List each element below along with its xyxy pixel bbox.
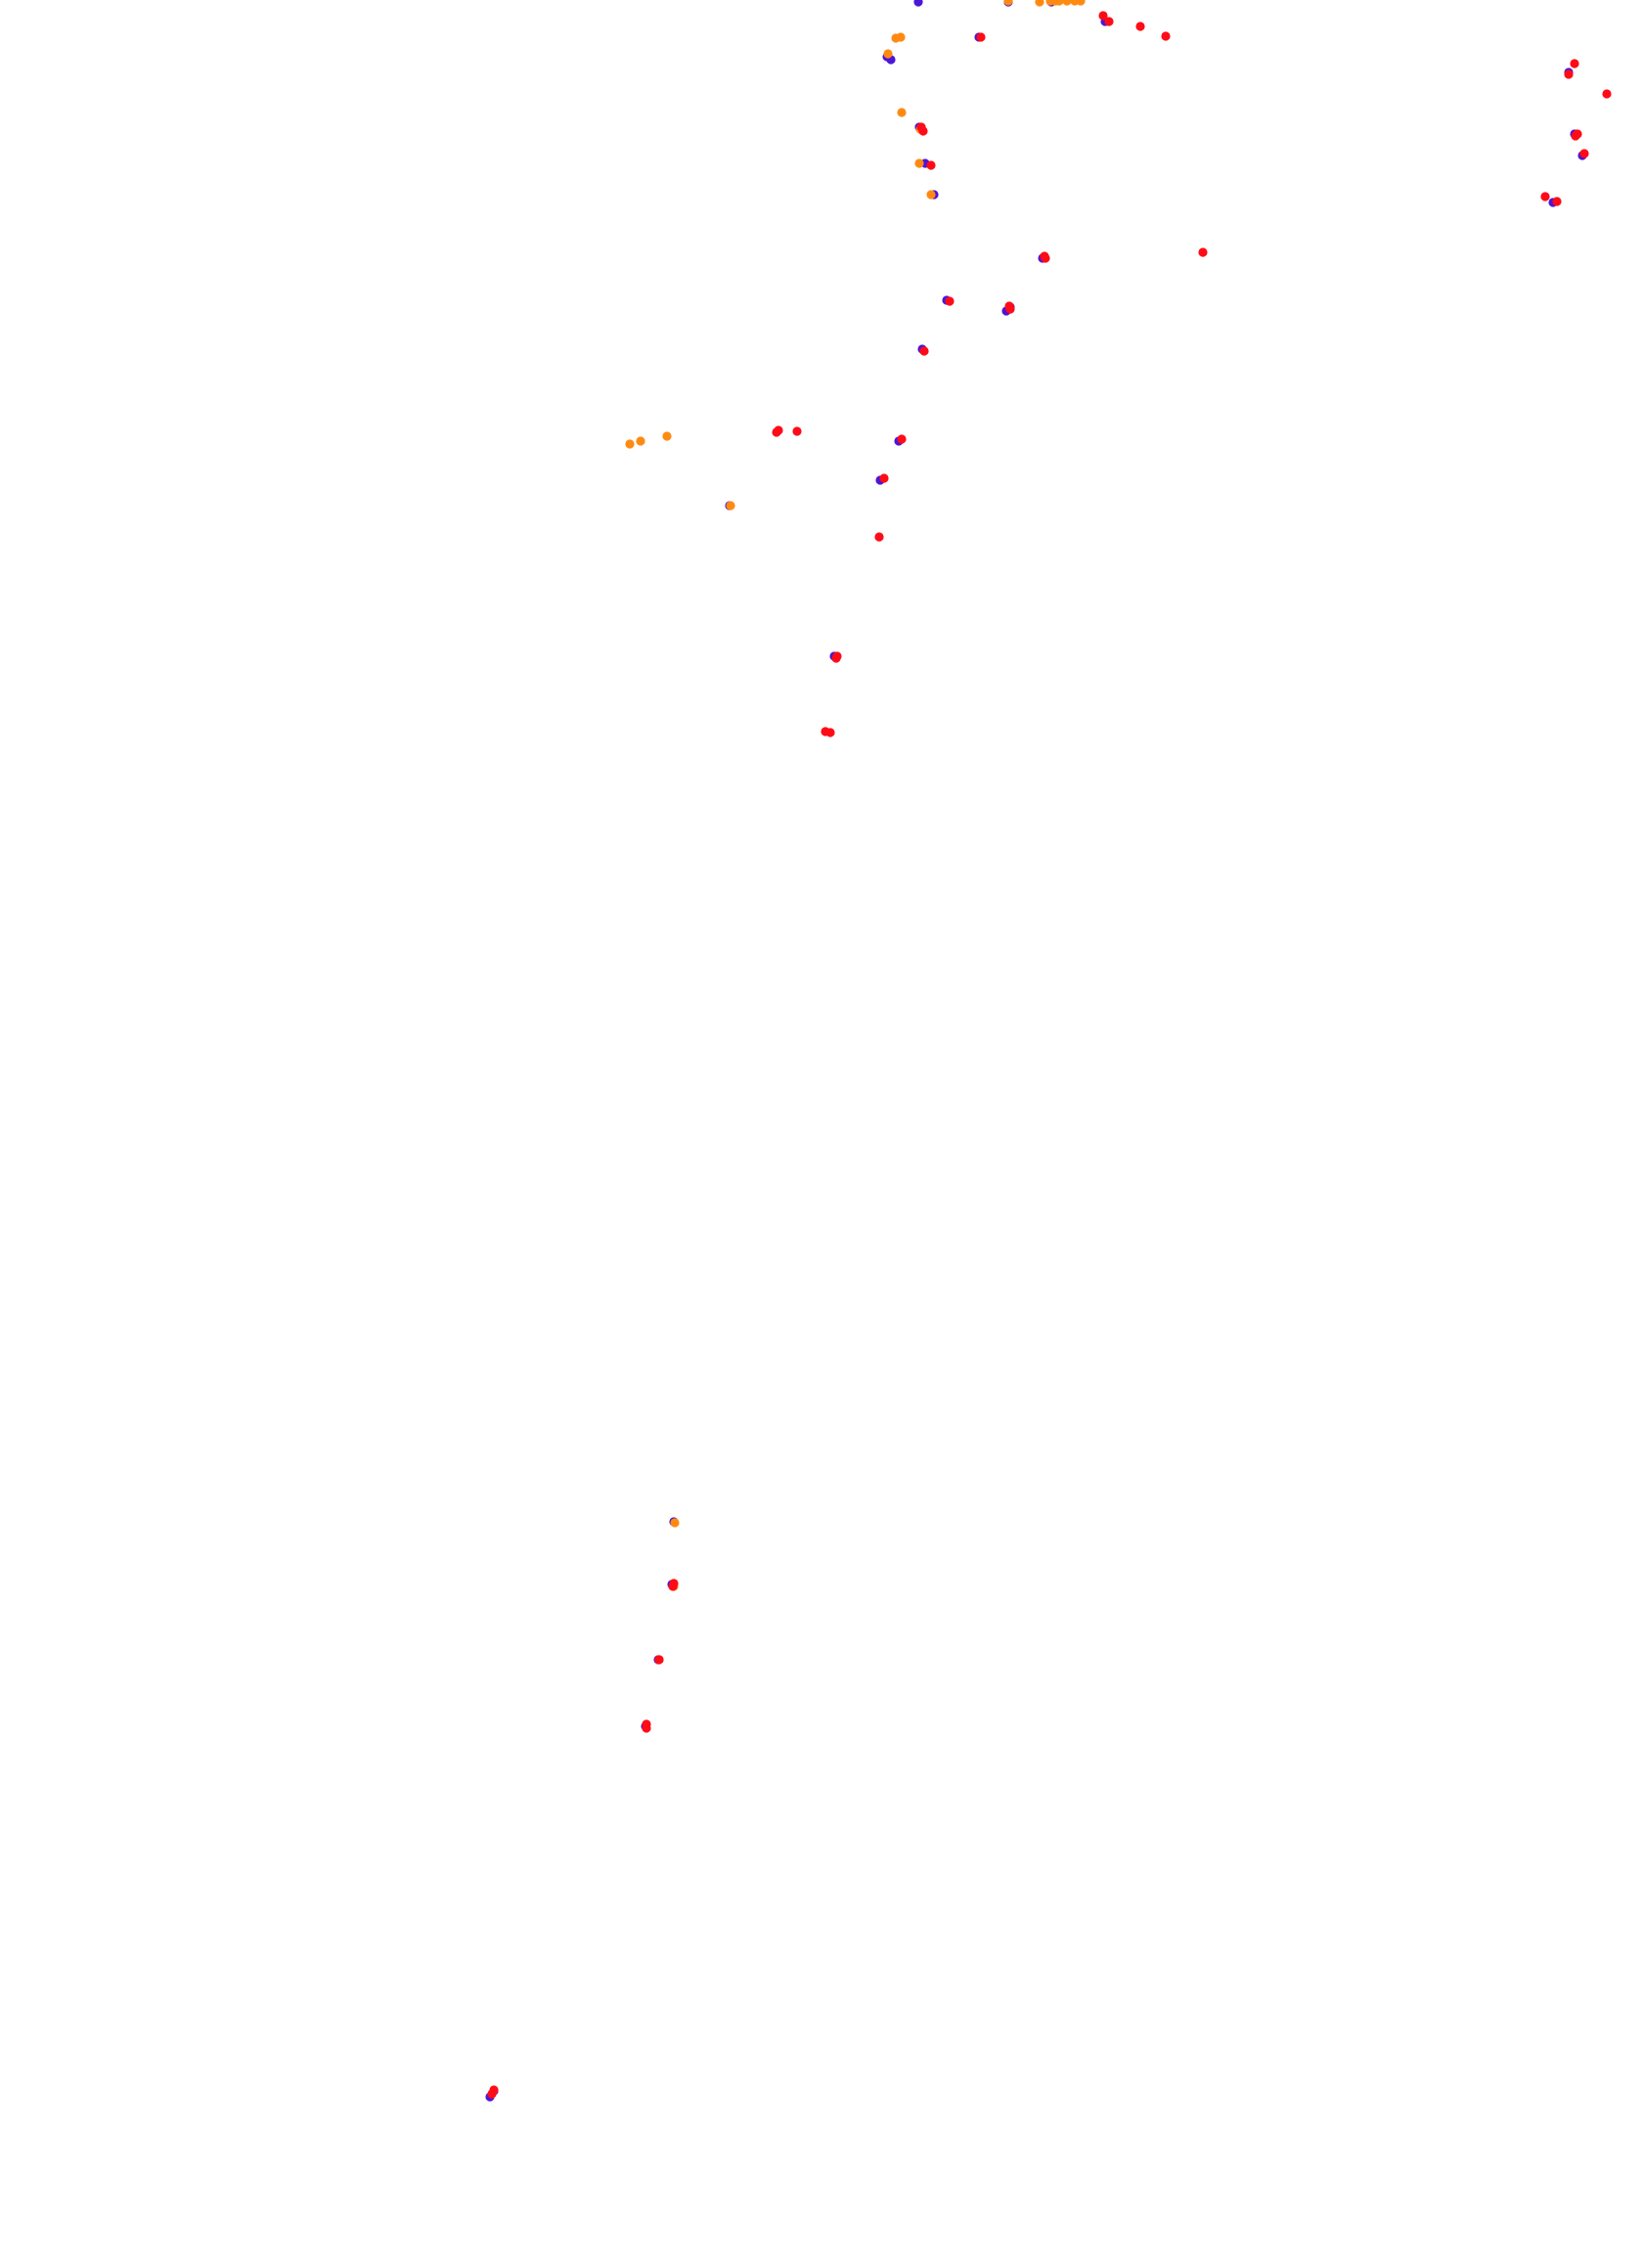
blue-marker xyxy=(913,0,923,7)
orange-marker xyxy=(1035,0,1044,7)
red-marker xyxy=(926,160,936,170)
red-marker xyxy=(916,122,926,132)
orange-marker xyxy=(1003,0,1013,6)
red-marker xyxy=(1573,129,1582,139)
red-marker xyxy=(879,473,889,483)
red-marker xyxy=(1135,22,1145,31)
orange-marker xyxy=(636,436,645,446)
red-marker xyxy=(919,346,929,356)
red-marker xyxy=(945,296,955,306)
red-marker xyxy=(1552,197,1562,206)
red-marker xyxy=(489,2085,499,2095)
red-marker xyxy=(1579,149,1589,158)
red-marker xyxy=(874,532,884,542)
red-marker xyxy=(897,434,907,444)
red-marker xyxy=(832,651,842,661)
orange-marker xyxy=(1076,0,1086,6)
red-marker xyxy=(654,1655,664,1665)
red-marker xyxy=(642,1723,651,1733)
red-marker xyxy=(1570,59,1579,68)
orange-marker xyxy=(883,49,893,59)
orange-marker xyxy=(896,32,906,42)
orange-marker xyxy=(662,431,672,441)
red-marker xyxy=(821,727,830,736)
red-marker xyxy=(1602,89,1612,99)
red-marker xyxy=(976,32,986,42)
orange-marker xyxy=(926,190,936,200)
red-marker xyxy=(1098,11,1108,21)
red-marker xyxy=(669,1579,679,1588)
orange-marker xyxy=(914,158,924,168)
orange-marker xyxy=(625,439,635,449)
red-marker xyxy=(792,426,802,436)
orange-marker xyxy=(1062,0,1072,6)
marker-layer xyxy=(485,0,1612,2102)
red-marker xyxy=(1161,31,1171,41)
red-marker xyxy=(1198,247,1208,257)
red-marker xyxy=(1540,192,1550,201)
orange-marker xyxy=(1050,0,1060,6)
red-marker xyxy=(774,425,783,435)
orange-marker xyxy=(726,501,735,511)
red-marker xyxy=(1104,17,1114,26)
red-marker xyxy=(1564,69,1574,79)
orange-marker xyxy=(670,1518,680,1528)
red-marker xyxy=(1040,251,1049,261)
orange-marker xyxy=(897,108,907,117)
red-marker xyxy=(1004,301,1014,311)
